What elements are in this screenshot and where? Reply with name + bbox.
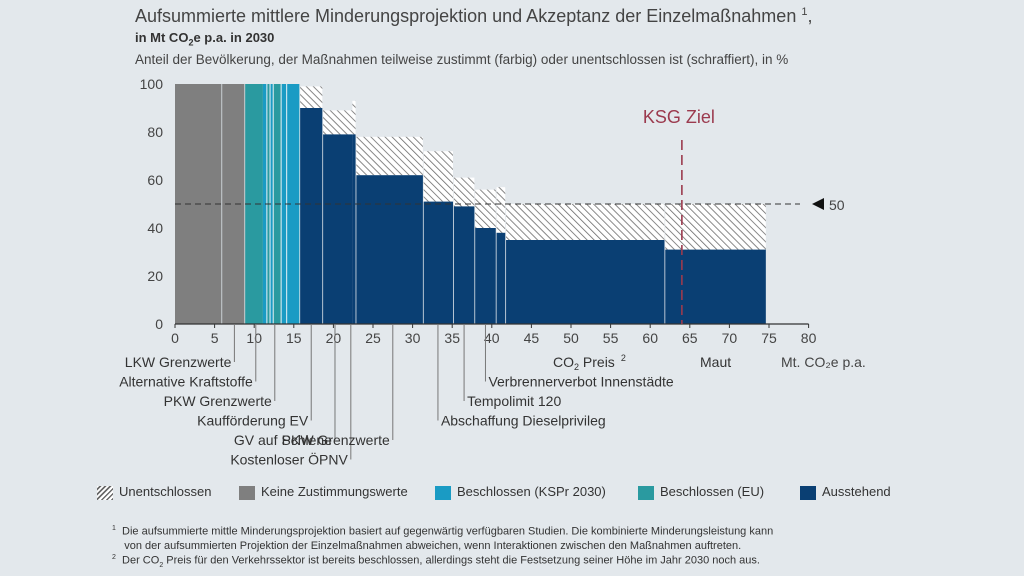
undecided-bar [506, 204, 665, 240]
category-label: GV auf Schiene [234, 432, 332, 448]
legend-label: Ausstehend [822, 484, 891, 499]
y-tick-label: 100 [140, 76, 164, 92]
reference-label: 50 [829, 197, 845, 213]
footnote-1: 1 Die aufsummierte mittle Minderungsproj… [112, 525, 774, 552]
agree-bar [665, 249, 766, 324]
agree-bar [270, 84, 274, 324]
category-label: Kaufförderung EV [197, 413, 309, 429]
legend-item: Beschlossen (KSPr 2030) [435, 484, 606, 500]
category-label: Alternative Kraftstoffe [119, 374, 253, 390]
agree-bar [262, 84, 267, 324]
agree-bar [286, 84, 300, 324]
reference-arrow-icon [812, 198, 824, 210]
chart-title: Aufsummierte mittlere Minderungsprojekti… [135, 6, 813, 26]
x-tick-label: 80 [801, 330, 817, 346]
x-tick-label: 20 [326, 330, 342, 346]
legend-label: Beschlossen (KSPr 2030) [457, 484, 606, 499]
y-tick-label: 20 [147, 268, 163, 284]
ksg-target-label: KSG Ziel [643, 107, 715, 127]
x-tick-label: 25 [365, 330, 381, 346]
undecided-bar [323, 110, 353, 135]
agree-bar [323, 134, 353, 324]
x-tick-label: 70 [722, 330, 738, 346]
footnote-2: 2 Der CO2 Preis für den Verkehrssektor i… [112, 554, 760, 569]
y-tick-label: 40 [147, 220, 163, 236]
x-tick-label: 30 [405, 330, 421, 346]
category-label: Kostenloser ÖPNV [230, 451, 348, 468]
y-tick-label: 60 [147, 172, 163, 188]
legend-label: Keine Zustimmungswerte [261, 484, 408, 499]
legend-swatch [239, 485, 255, 500]
legend-label: Unentschlossen [119, 484, 212, 499]
undecided-bar [665, 204, 766, 250]
category-label: Verbrennerverbot Innenstädte [488, 374, 673, 390]
x-tick-label: 55 [603, 330, 619, 346]
agree-bar [352, 134, 356, 324]
category-label: PKW Grenzwerte [282, 432, 390, 448]
category-label-co2-preis: CO2 Preis 2 [553, 353, 626, 372]
legend-item: Keine Zustimmungswerte [239, 484, 408, 500]
legend-item: Ausstehend [800, 484, 891, 500]
x-tick-label: 75 [761, 330, 777, 346]
agree-bar [281, 84, 287, 324]
x-tick-label: 35 [444, 330, 460, 346]
x-tick-label: 45 [524, 330, 540, 346]
x-tick-label: 10 [246, 330, 262, 346]
category-label: Tempolimit 120 [467, 393, 561, 409]
x-tick-label: 0 [171, 330, 179, 346]
chart-subtitle: Anteil der Bevölkerung, der Maßnahmen te… [135, 52, 789, 67]
undecided-bar [300, 86, 323, 108]
agree-bar [244, 84, 263, 324]
title-footnote-ref: 1 [801, 6, 808, 18]
x-tick-label: 50 [563, 330, 579, 346]
y-tick-label: 80 [147, 124, 163, 140]
category-label: Abschaffung Dieselprivileg [441, 413, 606, 429]
x-tick-label: 65 [682, 330, 698, 346]
agree-bar [356, 175, 423, 324]
x-tick-label: 15 [286, 330, 302, 346]
undecided-bar [475, 189, 496, 228]
agree-bar [475, 228, 496, 324]
x-tick-label: 40 [484, 330, 500, 346]
y-tick-label: 0 [155, 316, 163, 332]
x-axis-label: Mt. CO₂e p.a. [781, 354, 866, 370]
legend-swatch [800, 485, 816, 500]
chart-unit-line: in Mt CO2e p.a. in 2030 [135, 30, 275, 48]
agree-bar [506, 240, 665, 324]
legend-swatch [638, 485, 654, 500]
x-tick-label: 60 [642, 330, 658, 346]
agree-bar [300, 108, 323, 324]
legend-item: Unentschlossen [97, 484, 212, 500]
legend-item: Beschlossen (EU) [638, 484, 764, 500]
category-label: PKW Grenzwerte [164, 393, 272, 409]
undecided-bar [352, 100, 356, 135]
undecided-bar [356, 136, 423, 176]
undecided-bar [423, 151, 453, 202]
agree-bar [221, 84, 245, 324]
agree-bar [496, 232, 506, 324]
category-label: LKW Grenzwerte [125, 354, 232, 370]
x-tick-label: 5 [211, 330, 219, 346]
marimekko-chart: 0 5 10 15 20 25 30 35 40 45 50 55 60 65 70 75 80 0 20 40 60 8… [119, 76, 866, 468]
undecided-bar [496, 187, 506, 233]
legend-label: Beschlossen (EU) [660, 484, 765, 499]
agree-bar [423, 201, 453, 324]
legend-swatch [435, 485, 451, 500]
legend-swatch [97, 485, 113, 500]
category-label-maut: Maut [700, 354, 731, 370]
undecided-bar [453, 177, 475, 207]
agree-bar [453, 206, 475, 324]
